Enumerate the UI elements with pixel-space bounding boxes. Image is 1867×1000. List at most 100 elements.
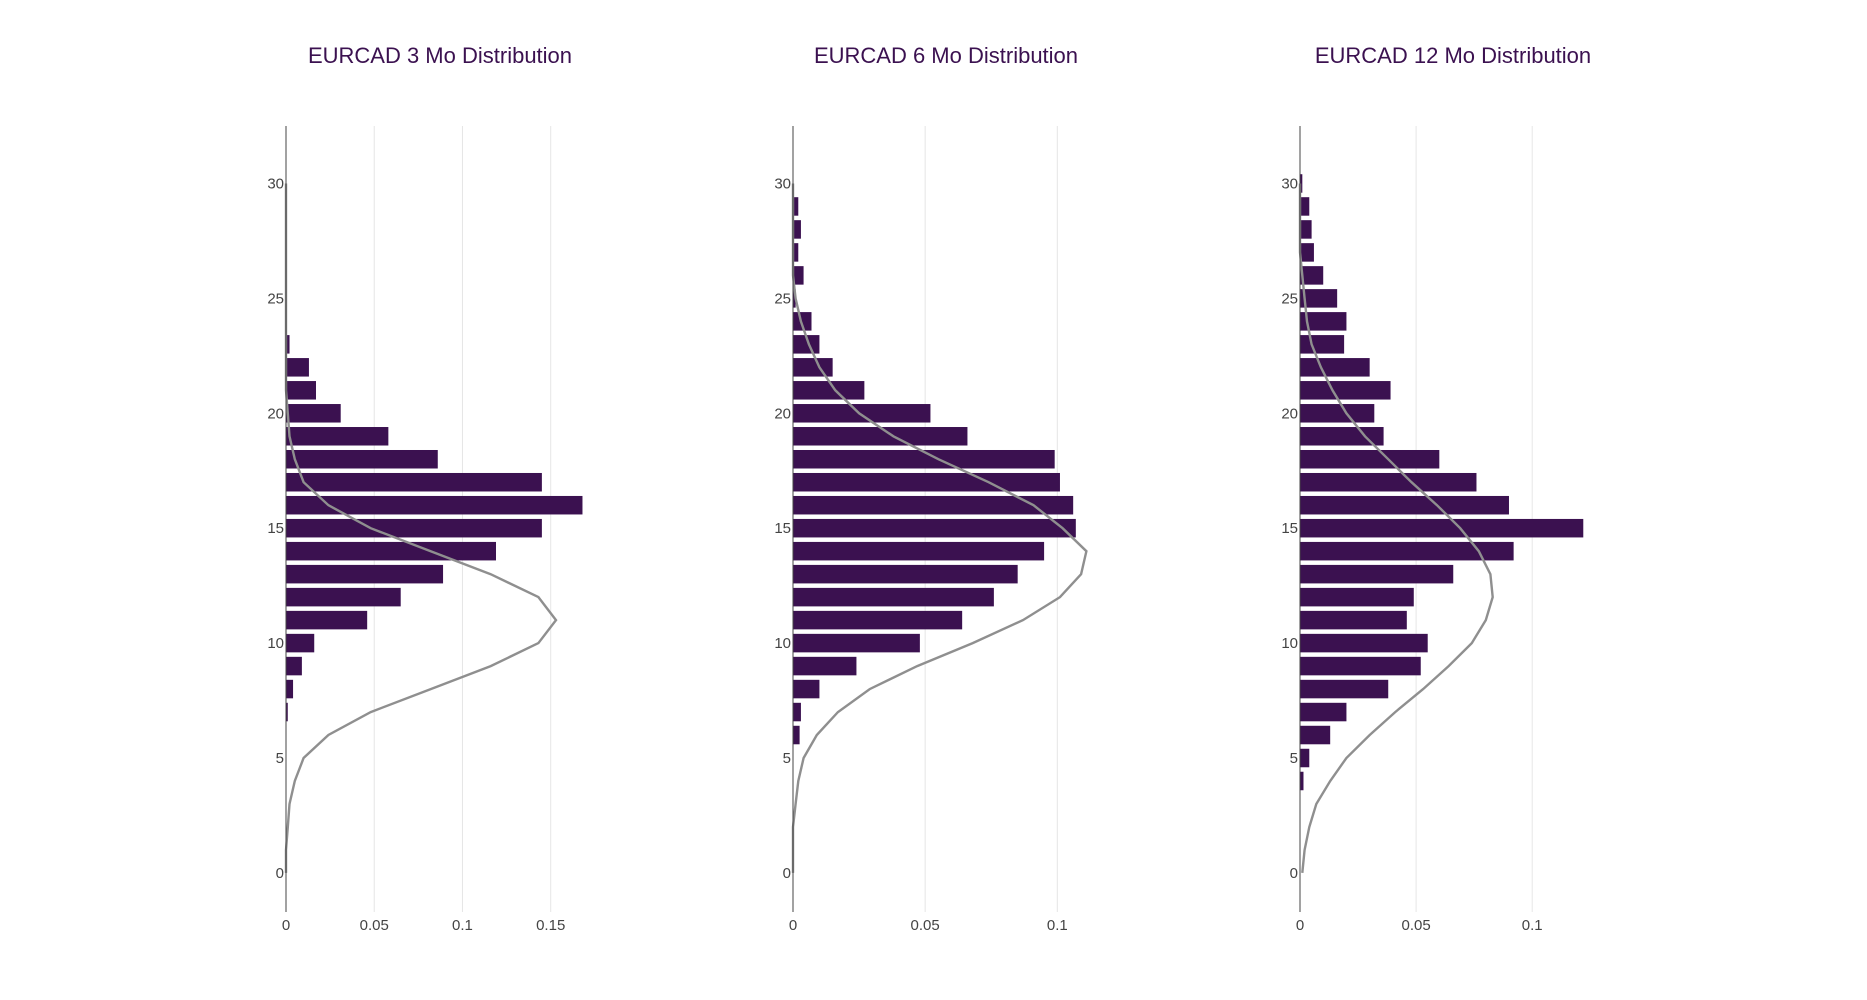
x-tick-label: 0 [282, 917, 290, 934]
y-tick-label: 10 [267, 635, 284, 652]
x-tick-label: 0.05 [911, 917, 940, 934]
histogram-bar [793, 381, 865, 400]
histogram-bar [1300, 449, 1440, 469]
x-tick-label: 0.1 [1047, 917, 1068, 934]
histogram-bar [1300, 289, 1338, 308]
histogram-bar [286, 587, 401, 607]
y-tick-label: 30 [1281, 175, 1298, 192]
histogram-bar [1300, 518, 1584, 538]
y-tick-label: 5 [783, 750, 791, 767]
y-tick-label: 20 [267, 405, 284, 422]
histogram-bar [1300, 381, 1391, 400]
density-curve [1298, 183, 1494, 874]
histogram-bar [1300, 541, 1514, 561]
histogram-bar [286, 656, 302, 676]
histogram-bar [793, 289, 796, 308]
density-curve [791, 183, 1088, 873]
x-tick-label: 0.15 [536, 917, 565, 934]
histogram-bar [793, 404, 931, 423]
histogram-bar [286, 702, 288, 722]
histogram-bar [1300, 404, 1375, 423]
histogram-bar [1300, 771, 1304, 791]
histogram-bar [1300, 679, 1389, 699]
chart-title: EURCAD 12 Mo Distribution [1315, 43, 1591, 68]
y-tick-label: 15 [774, 520, 791, 537]
histogram-bar [1300, 587, 1414, 607]
histogram-bar [286, 381, 316, 400]
histogram-bar [286, 541, 496, 561]
histogram-bar [286, 495, 583, 515]
histogram-bar [793, 472, 1060, 492]
y-tick-label: 0 [783, 865, 791, 882]
y-tick-label: 15 [267, 520, 284, 537]
histogram-bar [793, 725, 800, 745]
histogram-bar [793, 427, 968, 446]
histogram-bar [1300, 266, 1324, 285]
chart-title: EURCAD 3 Mo Distribution [308, 43, 572, 68]
y-tick-label: 0 [1290, 865, 1298, 882]
histogram-bar [793, 656, 857, 676]
histogram-bar [1300, 725, 1331, 745]
chart-title: EURCAD 6 Mo Distribution [814, 43, 1078, 68]
histogram-bar [286, 427, 389, 446]
chart-panel-3: 0 5 10 15 20 25 30 0 0.05 0.1 EURCAD 12 Mo Distrib… [1281, 43, 1591, 934]
histogram-bar [793, 541, 1045, 561]
histogram-bar [1300, 702, 1347, 722]
y-tick-label: 5 [1290, 750, 1298, 767]
x-tick-label: 0 [789, 917, 797, 934]
y-tick-label: 20 [774, 405, 791, 422]
y-tick-label: 30 [774, 175, 791, 192]
histogram-bar [1300, 174, 1303, 193]
histogram-bar [286, 679, 294, 699]
bar-series [1300, 174, 1584, 791]
y-tick-label: 25 [267, 290, 284, 307]
histogram-bar [1300, 610, 1407, 630]
histogram-bar [793, 610, 963, 630]
histogram-bar [793, 495, 1074, 515]
histogram-bar [286, 335, 290, 354]
histogram-bar [793, 587, 994, 607]
histogram-bar [1300, 564, 1454, 584]
chart-panel-2: 0 5 10 15 20 25 30 0 0.05 0.1 EURCAD 6 Mo Distribu… [774, 43, 1088, 934]
y-tick-label: 5 [276, 750, 284, 767]
histogram-bar [1300, 656, 1421, 676]
histogram-bar [1300, 197, 1310, 216]
histogram-bar [793, 197, 799, 216]
y-tick-label: 10 [1281, 635, 1298, 652]
histogram-bar [793, 335, 820, 354]
histogram-bar [793, 702, 801, 722]
histogram-bar [1300, 243, 1314, 262]
histogram-bar [1300, 312, 1347, 331]
histogram-bar [793, 518, 1076, 538]
histogram-bar [793, 564, 1018, 584]
histogram-bar [286, 358, 309, 377]
y-tick-label: 0 [276, 865, 284, 882]
histogram-bar [286, 564, 444, 584]
histogram-bar [286, 472, 542, 492]
x-tick-label: 0.1 [452, 917, 473, 934]
histogram-bar [793, 266, 804, 285]
y-tick-label: 25 [774, 290, 791, 307]
histogram-bar [286, 633, 315, 653]
histogram-bar [1300, 358, 1370, 377]
histogram-bar [1300, 495, 1509, 515]
histogram-bar [286, 404, 341, 423]
y-tick-label: 20 [1281, 405, 1298, 422]
histogram-bar [286, 449, 438, 469]
histogram-bar [1300, 335, 1345, 354]
histogram-bar [793, 358, 833, 377]
histogram-bar [793, 633, 920, 653]
histogram-bar [793, 312, 812, 331]
histogram-bar [286, 610, 368, 630]
histogram-bar [1300, 748, 1310, 768]
x-tick-label: 0.05 [1401, 917, 1430, 934]
y-tick-label: 30 [267, 175, 284, 192]
histogram-bar [793, 679, 820, 699]
histogram-bar [1300, 472, 1477, 492]
bar-series [286, 335, 583, 722]
histogram-bar [793, 243, 799, 262]
bar-series [793, 197, 1076, 745]
histogram-bar [793, 449, 1055, 469]
